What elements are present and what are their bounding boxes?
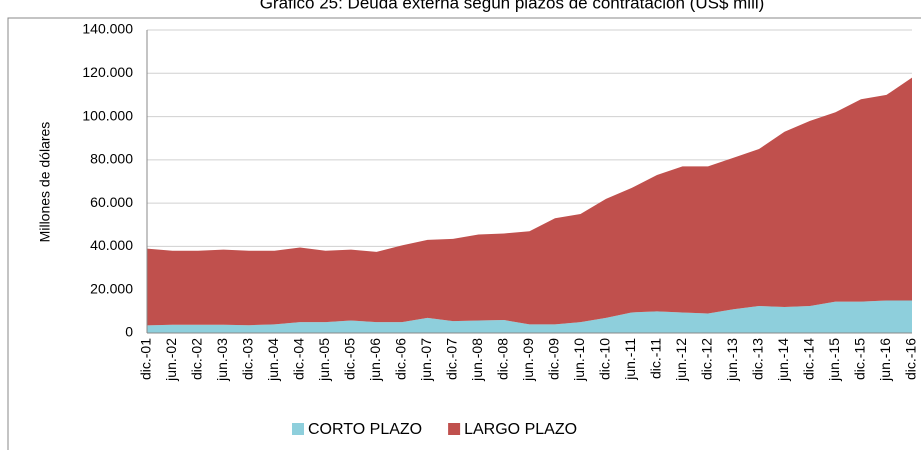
x-tick-label: jun.-05 bbox=[316, 338, 332, 382]
x-tick-label: dic.-16 bbox=[903, 338, 919, 380]
x-tick-label: jun.-15 bbox=[826, 338, 842, 382]
x-tick-label: jun.-09 bbox=[520, 338, 536, 382]
x-tick-label: dic.-02 bbox=[189, 338, 205, 380]
x-tick-label: dic.-06 bbox=[393, 338, 409, 380]
y-tick-label: 0 bbox=[125, 324, 133, 340]
frame bbox=[7, 17, 921, 455]
legend-swatch bbox=[448, 423, 461, 435]
x-tick-label: jun.-04 bbox=[265, 338, 281, 382]
y-axis-label: Millones de dólares bbox=[37, 122, 53, 243]
x-tick-label: jun.-13 bbox=[724, 338, 740, 382]
legend-swatch bbox=[292, 423, 304, 435]
x-tick-label: dic.-13 bbox=[750, 338, 766, 380]
x-tick-label: jun.-02 bbox=[163, 338, 179, 382]
x-tick-label: dic.-14 bbox=[801, 338, 817, 380]
area bbox=[147, 77, 912, 326]
x-tick-label: jun.-08 bbox=[469, 338, 485, 382]
y-tick-label: 20.000 bbox=[90, 280, 133, 296]
x-tick-label: dic.-11 bbox=[648, 338, 664, 379]
y-tick-label: 100.000 bbox=[82, 107, 133, 123]
x-tick-label: jun.-07 bbox=[418, 338, 434, 382]
x-tick-label: jun.-11 bbox=[622, 338, 638, 381]
y-tick-label: 80.000 bbox=[90, 151, 133, 167]
x-tick-label: dic.-15 bbox=[852, 338, 868, 380]
x-tick-label: jun.-06 bbox=[367, 338, 383, 382]
x-tick-label: dic.-05 bbox=[342, 338, 358, 380]
x-tick-label: jun.-12 bbox=[673, 338, 689, 382]
legend-label: CORTO PLAZO bbox=[308, 421, 422, 438]
x-tick-label: dic.-09 bbox=[546, 338, 562, 380]
x-tick-label: dic.-04 bbox=[291, 338, 307, 380]
x-tick-label: jun.-03 bbox=[214, 338, 230, 382]
x-tick-label: jun.-14 bbox=[775, 338, 791, 382]
y-tick-label: 60.000 bbox=[90, 194, 133, 210]
x-tick-label: dic.-01 bbox=[138, 338, 154, 380]
x-tick-label: jun.-16 bbox=[877, 338, 893, 382]
x-tick-label: dic.-07 bbox=[444, 338, 460, 380]
legend-label: LARGO PLAZO bbox=[464, 421, 577, 438]
area bbox=[147, 300, 912, 333]
x-tick-label: jun.-10 bbox=[571, 338, 587, 382]
y-tick-label: 120.000 bbox=[82, 64, 133, 80]
y-tick-label: 40.000 bbox=[90, 237, 133, 253]
x-tick-label: dic.-08 bbox=[495, 338, 511, 380]
x-tick-label: dic.-12 bbox=[699, 338, 715, 380]
y-tick-label: 140.000 bbox=[82, 21, 133, 37]
x-tick-label: dic.-03 bbox=[240, 338, 256, 380]
x-tick-label: dic.-10 bbox=[597, 338, 613, 380]
chart-title: Gráfico 25: Deuda externa según plazos d… bbox=[260, 0, 765, 12]
